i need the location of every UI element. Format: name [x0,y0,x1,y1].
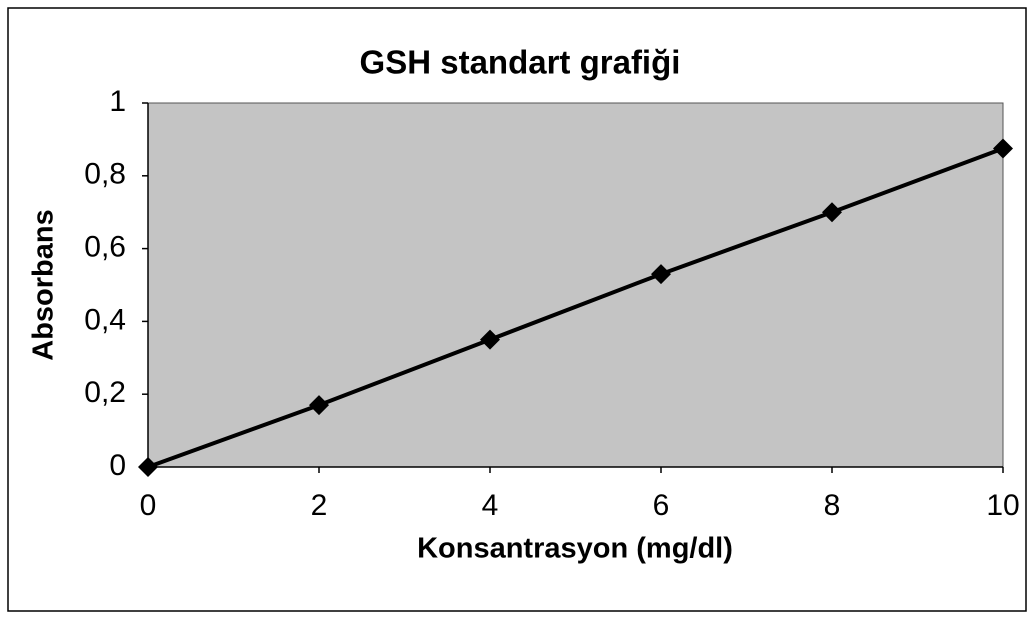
y-tick-label: 0,6 [84,231,126,264]
x-axis-label: Konsantrasyon (mg/dl) [417,533,733,565]
data-point [993,138,1013,159]
data-point [480,329,500,350]
y-tick-label: 0 [109,449,126,482]
x-tick-label: 8 [824,489,841,522]
chart-title: GSH standart grafiği [360,44,681,81]
x-tick-label: 2 [311,489,328,522]
y-tick-label: 0,4 [84,303,126,336]
x-tick-label: 10 [986,489,1019,522]
x-tick-label: 0 [140,489,157,522]
y-tick-label: 0,8 [84,158,126,191]
x-tick-label: 4 [482,489,499,522]
data-point [822,202,842,223]
x-tick-label: 6 [653,489,670,522]
data-point [651,264,671,285]
y-axis-label: Absorbans [28,209,60,360]
plot-area [147,102,1004,468]
data-line [147,146,1004,469]
data-point [138,457,158,477]
y-tick-label: 1 [109,85,126,118]
y-tick-label: 0,2 [84,376,126,409]
data-point [309,395,329,416]
